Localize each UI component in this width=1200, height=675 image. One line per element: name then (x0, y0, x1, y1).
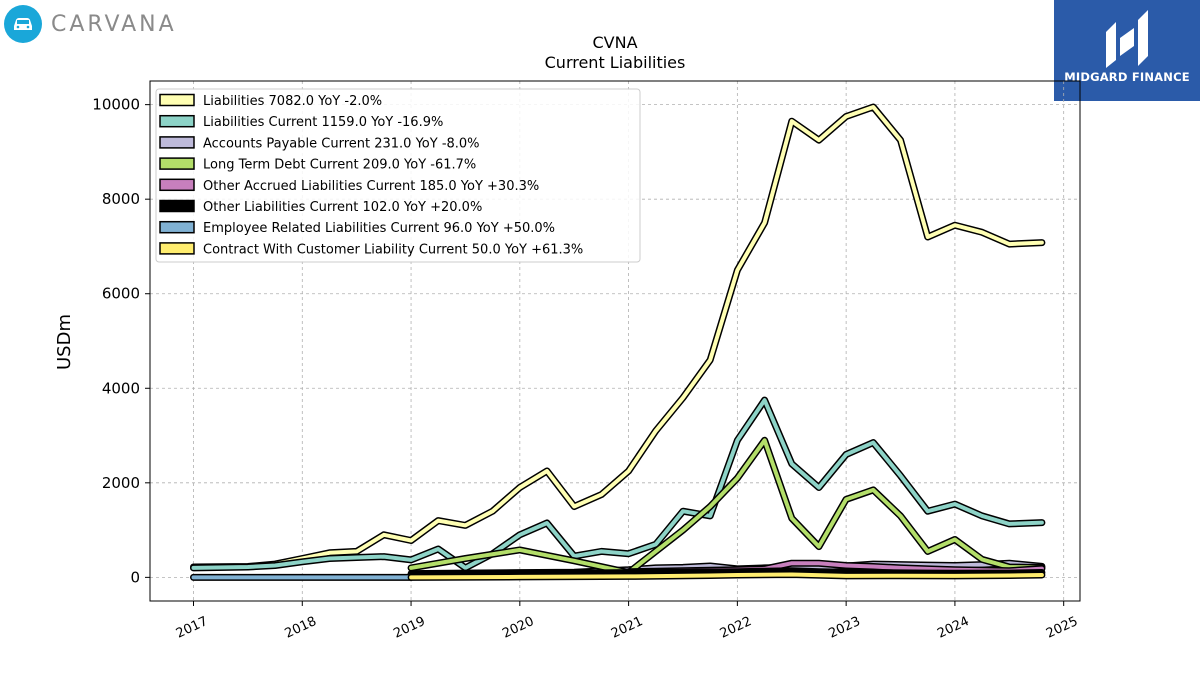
x-tick-label: 2023 (826, 614, 862, 642)
series-line-8 (407, 571, 1046, 581)
legend-label: Other Accrued Liabilities Current 185.0 … (203, 179, 539, 194)
y-axis-label: USDm (54, 314, 75, 370)
series-lines (190, 103, 1046, 581)
sponsor-logo: MIDGARD FINANCE (1054, 0, 1200, 101)
legend-label: Liabilities 7082.0 YoY -2.0% (203, 94, 382, 109)
series-line-fill (191, 105, 1044, 569)
legend-box (155, 88, 641, 263)
legend-swatch (159, 242, 195, 255)
x-tick-label: 2019 (391, 614, 427, 642)
y-tick-label: 4000 (102, 379, 140, 397)
y-tick-label: 0 (130, 568, 140, 586)
legend-label: Contract With Customer Liability Current… (203, 242, 583, 257)
series-line-4 (407, 436, 1046, 577)
plot-frame (149, 80, 1081, 602)
x-tick-label: 2025 (1044, 614, 1080, 642)
y-tick-label: 6000 (102, 285, 140, 303)
y-tick-label: 8000 (102, 190, 140, 208)
x-tick-label: 2018 (283, 614, 319, 642)
series-line-fill (191, 398, 1044, 570)
y-tick-label: 2000 (102, 474, 140, 492)
series-line-1 (190, 103, 1046, 571)
legend-label: Accounts Payable Current 231.0 YoY -8.0% (203, 136, 480, 151)
x-tick-label: 2020 (500, 614, 536, 642)
y-tick-label: 10000 (92, 96, 140, 114)
x-tick-label: 2017 (174, 614, 210, 642)
legend-swatch (159, 199, 195, 213)
brand-logo: CARVANA (4, 4, 177, 44)
legend-swatch (159, 136, 195, 149)
brand-name: CARVANA (51, 11, 177, 37)
x-tick-label: 2024 (935, 614, 971, 642)
series-line-fill (409, 572, 1044, 580)
legend-swatch (159, 157, 195, 170)
car-icon (4, 5, 42, 43)
series-line-fill (409, 438, 1044, 575)
legend-swatch (159, 93, 195, 107)
chart-subtitle: Current Liabilities (545, 53, 686, 72)
legend-label: Liabilities Current 1159.0 YoY -16.9% (203, 115, 443, 130)
legend-swatch (159, 178, 195, 192)
axis-ticks: 0 2000 4000 6000 8000 10000 2017 2018 2019 2020 20… (92, 96, 1080, 642)
sponsor-name: MIDGARD FINANCE (1064, 70, 1190, 84)
legend-swatch (159, 114, 195, 128)
legend-swatch (159, 220, 195, 234)
series-line-2 (190, 396, 1046, 572)
x-tick-label: 2021 (609, 614, 645, 642)
x-tick-label: 2022 (718, 614, 754, 642)
legend-label: Long Term Debt Current 209.0 YoY -61.7% (203, 158, 476, 173)
legend: Liabilities 7082.0 YoY -2.0% Liabilities … (155, 88, 641, 263)
chart-title: CVNA (592, 33, 637, 52)
legend-label: Employee Related Liabilities Current 96.… (203, 221, 555, 236)
midgard-logo-icon (1100, 10, 1154, 72)
legend-label: Other Liabilities Current 102.0 YoY +20.… (203, 200, 482, 215)
